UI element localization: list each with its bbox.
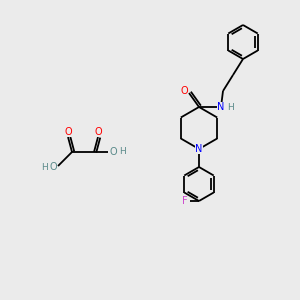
Text: O: O [180, 86, 188, 96]
Text: H: H [226, 103, 233, 112]
Text: O: O [49, 162, 57, 172]
Text: O: O [64, 127, 72, 137]
Text: H: H [118, 148, 125, 157]
Text: O: O [109, 147, 117, 157]
Text: N: N [217, 102, 225, 112]
Text: O: O [94, 127, 102, 137]
Text: H: H [40, 163, 47, 172]
Text: F: F [182, 196, 188, 206]
Text: N: N [195, 144, 203, 154]
